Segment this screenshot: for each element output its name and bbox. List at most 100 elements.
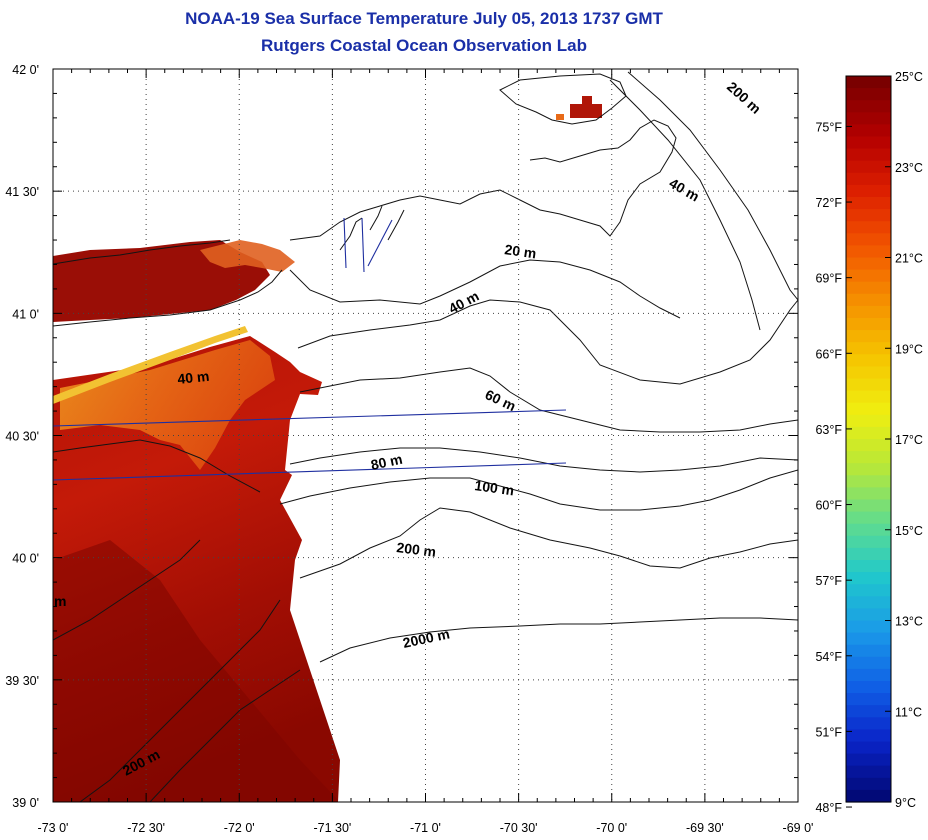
lon-tick-label: -72 0' <box>224 821 255 835</box>
contour-shelf-lower-left <box>53 539 281 802</box>
colorbar-cell <box>846 366 891 380</box>
lat-tick-label: 39 0' <box>12 796 39 810</box>
lon-tick-label: -71 0' <box>410 821 441 835</box>
colorbar: 25°C 23°C 21°C 19°C 17°C 15°C 13°C 11°C 9°C 75°F… <box>815 70 922 815</box>
colorbar-cell <box>846 560 891 573</box>
lon-tick-label: -71 30' <box>313 821 351 835</box>
sst-patch-capecod <box>570 104 602 118</box>
graticule <box>53 69 798 802</box>
depth-label: m <box>54 593 66 609</box>
contour-40m-north <box>297 299 798 385</box>
sst-warm-plume <box>60 340 275 470</box>
contour-40m-ne <box>609 79 761 331</box>
track-line-block-island <box>343 217 393 273</box>
colorbar-cell <box>846 475 891 488</box>
colorbar-cell <box>846 789 891 803</box>
colorbar-cell <box>846 281 891 295</box>
colorbar-cell <box>846 269 891 283</box>
colorbar-cell <box>846 318 891 331</box>
depth-label: 40 m <box>667 175 703 205</box>
colorbar-cell <box>846 414 891 428</box>
fahrenheit-label: 57°F <box>815 574 842 588</box>
lat-tick-label: 40 0' <box>12 552 39 566</box>
colorbar-cell <box>846 511 891 525</box>
fahrenheit-label: 60°F <box>815 499 842 513</box>
colorbar-cell <box>846 330 891 343</box>
colorbar-cell <box>846 76 891 89</box>
coastline-rhode-island <box>339 205 405 251</box>
colorbar-cell <box>846 717 891 730</box>
colorbar-cell <box>846 184 891 198</box>
colorbar-cell <box>846 451 891 464</box>
colorbar-cell <box>846 233 891 246</box>
coastline-capecod-north <box>499 73 627 125</box>
colorbar-cell <box>846 668 891 682</box>
lat-tick-label: 42 0' <box>12 63 39 77</box>
colorbar-cell <box>846 499 891 513</box>
contour-inner-left <box>53 439 261 493</box>
colorbar-cell <box>846 632 891 646</box>
colorbar-cell <box>846 136 891 150</box>
colorbar-cell <box>846 608 891 622</box>
contour-2000m <box>319 617 798 663</box>
colorbar-cell <box>846 765 891 779</box>
lat-tick-label: 40 30' <box>5 430 39 444</box>
colorbar-cell <box>846 197 891 210</box>
fahrenheit-label: 48°F <box>815 801 842 815</box>
depth-label: 200 m <box>724 78 764 116</box>
colorbar-cell <box>846 535 891 549</box>
colorbar-cell <box>846 293 891 307</box>
contour-80m <box>289 447 798 473</box>
colorbar-cell <box>846 426 891 440</box>
colorbar-cell <box>846 124 891 138</box>
colorbar-cell <box>846 305 891 319</box>
longitude-axis: -73 0' -72 30' -72 0' -71 30' -71 0' -70 30' -… <box>38 821 814 835</box>
lon-tick-label: -69 0' <box>783 821 814 835</box>
colorbar-cell <box>846 644 891 658</box>
fahrenheit-label: 75°F <box>815 120 842 134</box>
sst-darker-south <box>53 540 338 802</box>
lon-tick-label: -72 30' <box>127 821 165 835</box>
colorbar-cell <box>846 160 891 174</box>
colorbar-cell <box>846 439 891 452</box>
fahrenheit-label: 51°F <box>815 725 842 739</box>
colorbar-cell <box>846 88 891 101</box>
sst-patch-capecod-2 <box>582 96 592 106</box>
fahrenheit-label: 66°F <box>815 347 842 361</box>
depth-label: 40 m <box>446 288 482 317</box>
colorbar-cell <box>846 221 891 234</box>
celsius-label: 17°C <box>895 433 923 447</box>
colorbar-cell <box>846 354 891 367</box>
coastline-long-island <box>53 239 283 327</box>
colorbar-cell <box>846 487 891 501</box>
colorbar-cell <box>846 620 891 634</box>
colorbar-cell <box>846 523 891 537</box>
celsius-label: 9°C <box>895 796 916 810</box>
colorbar-cell <box>846 596 891 609</box>
colorbar-cell <box>846 753 891 767</box>
colorbar-cell <box>846 656 891 670</box>
sst-bay-warm <box>200 240 295 272</box>
contour-lower-left-2 <box>149 669 301 802</box>
colorbar-cell <box>846 693 891 706</box>
latitude-axis: 42 0' 41 30' 41 0' 40 30' 40 0' 39 30' 39 0' <box>5 63 39 810</box>
colorbar-cell <box>846 584 891 597</box>
track-line-south <box>52 462 567 481</box>
depth-label: 80 m <box>369 451 404 473</box>
colorbar-cell <box>846 729 891 743</box>
depth-label: 200 m <box>396 539 437 560</box>
track-lines <box>52 217 567 481</box>
sst-patch-orange <box>556 114 564 120</box>
axis-ticks <box>52 68 799 803</box>
fahrenheit-label: 72°F <box>815 196 842 210</box>
colorbar-cell <box>846 572 891 585</box>
contour-20m <box>289 259 681 319</box>
colorbar-cell <box>846 390 891 404</box>
colorbar-celsius-labels: 25°C 23°C 21°C 19°C 17°C 15°C 13°C 11°C 9°C <box>895 70 923 810</box>
contour-200m-ne <box>627 71 798 301</box>
colorbar-cell <box>846 100 891 113</box>
celsius-label: 19°C <box>895 342 923 356</box>
colorbar-cell <box>846 112 891 125</box>
